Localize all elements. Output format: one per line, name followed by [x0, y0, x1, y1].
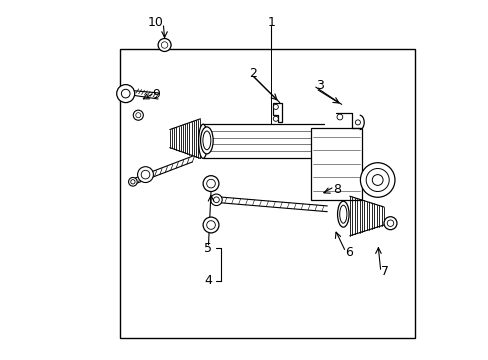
Circle shape: [336, 114, 342, 120]
Circle shape: [121, 89, 130, 98]
Circle shape: [355, 120, 360, 125]
Circle shape: [203, 217, 219, 233]
Circle shape: [206, 179, 215, 188]
Text: 8: 8: [332, 183, 340, 195]
Ellipse shape: [198, 124, 207, 158]
Ellipse shape: [339, 205, 346, 223]
Circle shape: [133, 110, 143, 120]
Circle shape: [273, 116, 278, 121]
Circle shape: [213, 197, 219, 203]
Circle shape: [210, 194, 222, 206]
Circle shape: [141, 170, 149, 179]
Circle shape: [136, 113, 141, 118]
Ellipse shape: [200, 127, 213, 154]
Bar: [120, 49, 415, 338]
Circle shape: [203, 176, 219, 192]
Text: 5: 5: [204, 242, 212, 255]
Text: 4: 4: [204, 274, 212, 287]
Text: 10: 10: [147, 16, 163, 29]
Text: 1: 1: [267, 16, 275, 29]
Circle shape: [386, 220, 393, 226]
Text: 3: 3: [316, 79, 324, 92]
Circle shape: [161, 42, 167, 48]
Circle shape: [128, 177, 137, 186]
Circle shape: [383, 217, 396, 230]
Ellipse shape: [337, 201, 348, 227]
Ellipse shape: [203, 131, 210, 150]
Bar: [310, 128, 361, 200]
Text: 7: 7: [381, 265, 388, 278]
Text: 9: 9: [152, 88, 160, 101]
Circle shape: [137, 167, 153, 183]
Circle shape: [158, 39, 171, 51]
Circle shape: [273, 104, 278, 109]
Circle shape: [117, 85, 134, 103]
Circle shape: [360, 163, 394, 197]
Circle shape: [206, 221, 215, 229]
Circle shape: [130, 180, 135, 184]
Text: 6: 6: [345, 246, 352, 258]
Circle shape: [371, 175, 382, 185]
Polygon shape: [272, 103, 281, 122]
Circle shape: [366, 168, 388, 192]
Text: 2: 2: [249, 67, 257, 80]
